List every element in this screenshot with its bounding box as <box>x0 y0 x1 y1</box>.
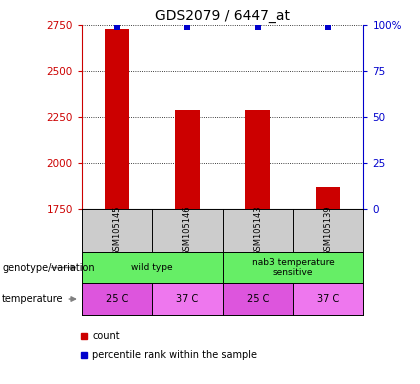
Text: 37 C: 37 C <box>317 294 339 304</box>
Text: percentile rank within the sample: percentile rank within the sample <box>92 350 257 360</box>
Bar <box>245 110 270 209</box>
Bar <box>105 29 129 209</box>
Text: GSM105145: GSM105145 <box>113 205 121 256</box>
Text: 25 C: 25 C <box>106 294 128 304</box>
Bar <box>316 187 341 209</box>
Text: nab3 temperature
sensitive: nab3 temperature sensitive <box>252 258 334 277</box>
Text: 37 C: 37 C <box>176 294 199 304</box>
Text: temperature: temperature <box>2 294 76 304</box>
Text: genotype/variation: genotype/variation <box>2 263 95 273</box>
Text: GSM105143: GSM105143 <box>253 205 262 256</box>
Bar <box>175 110 200 209</box>
Text: 25 C: 25 C <box>247 294 269 304</box>
Text: count: count <box>92 331 120 341</box>
Title: GDS2079 / 6447_at: GDS2079 / 6447_at <box>155 8 290 23</box>
Text: GSM105139: GSM105139 <box>324 205 333 256</box>
Text: GSM105146: GSM105146 <box>183 205 192 256</box>
Text: wild type: wild type <box>131 263 173 272</box>
